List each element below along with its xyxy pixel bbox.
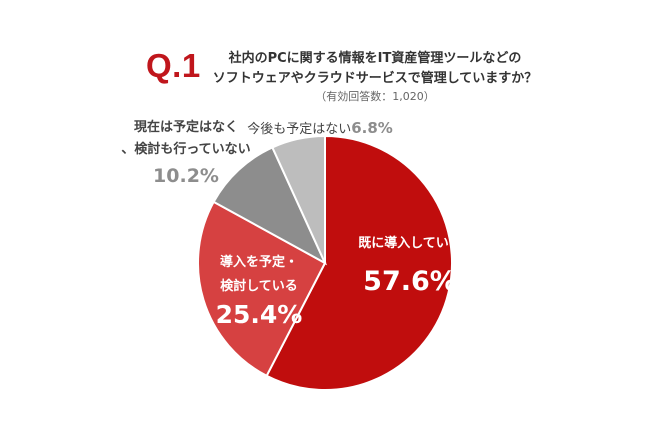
question-number: Q.1 xyxy=(146,47,201,84)
pie-slice-3 xyxy=(212,146,328,266)
slice-value-2: 25.4% xyxy=(216,300,303,329)
slice-label-1: 既に導入している xyxy=(358,235,462,251)
question-text: 社内のPCに関する情報をIT資産管理ツールなどの ソフトウェアやクラウドサービス… xyxy=(210,49,540,105)
respondent-count-note: （有効回答数：1,020） xyxy=(315,90,435,103)
slice-value-1: 57.6% xyxy=(363,266,457,297)
slice-label-3: 現在は予定はなく、検討も行っていない xyxy=(121,119,250,157)
question-line-1: 社内のPCに関する情報をIT資産管理ツールなどの xyxy=(228,51,522,66)
pie-slice-1 xyxy=(265,134,453,391)
slice-value-4: 6.8% xyxy=(351,119,393,137)
slice-label-2: 導入を予定・検討している xyxy=(220,254,298,294)
slice-label-4: 今後も予定はない6.8% xyxy=(247,119,393,137)
pie-slice-4 xyxy=(271,134,326,264)
question-line-2: ソフトウェアやクラウドサービスで管理していますか？ xyxy=(212,71,538,86)
slice-value-3: 10.2% xyxy=(153,165,219,187)
pie-slice-2 xyxy=(197,200,327,378)
